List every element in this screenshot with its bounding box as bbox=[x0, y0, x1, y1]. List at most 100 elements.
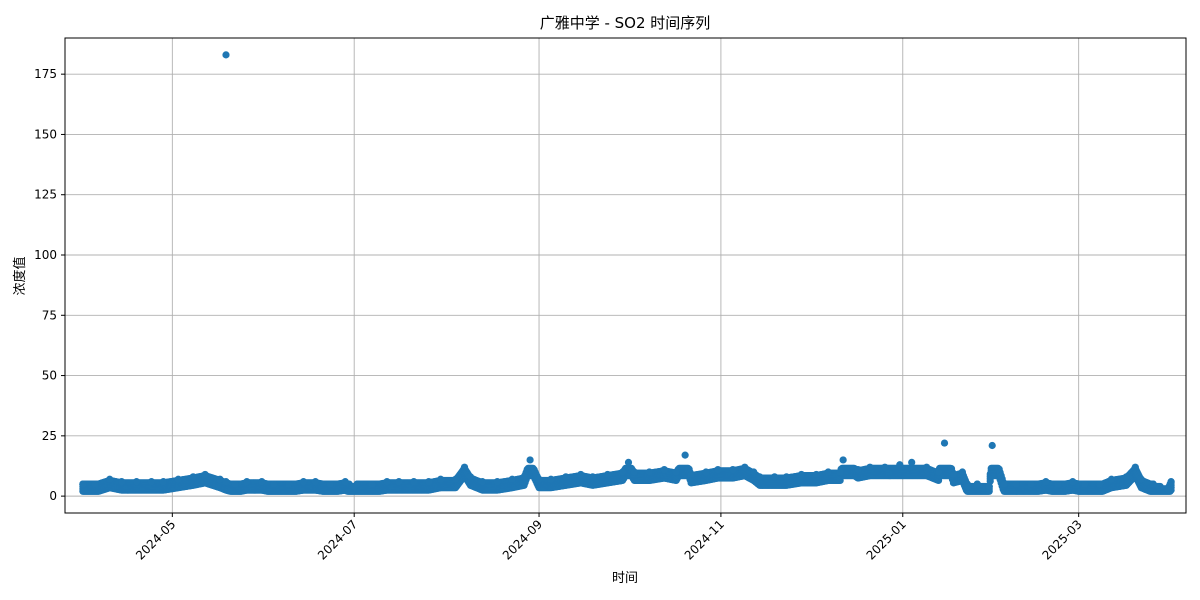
data-point bbox=[750, 468, 758, 476]
data-point bbox=[672, 468, 680, 476]
data-point bbox=[547, 475, 555, 483]
y-tick-label: 75 bbox=[42, 308, 57, 322]
data-point bbox=[1164, 485, 1172, 493]
data-point bbox=[1054, 480, 1062, 488]
data-point bbox=[460, 463, 469, 471]
data-point bbox=[618, 468, 627, 476]
data-point bbox=[270, 480, 278, 488]
data-point bbox=[174, 475, 182, 483]
data-point bbox=[243, 478, 251, 486]
data-point bbox=[577, 470, 585, 479]
data-point bbox=[466, 473, 475, 481]
data-point bbox=[410, 478, 418, 486]
data-point bbox=[1149, 480, 1157, 488]
x-tick-label: 2025-01 bbox=[864, 517, 909, 562]
data-point bbox=[702, 468, 710, 476]
data-point bbox=[1131, 463, 1139, 471]
data-point bbox=[326, 480, 334, 488]
y-tick-label: 0 bbox=[49, 489, 57, 503]
data-point bbox=[756, 473, 764, 481]
x-tick-label: 2025-03 bbox=[1039, 517, 1084, 562]
y-axis-label: 浓度值 bbox=[12, 256, 28, 295]
data-point bbox=[782, 473, 791, 481]
data-point bbox=[896, 461, 904, 469]
data-point bbox=[988, 441, 996, 450]
data-point bbox=[824, 468, 832, 476]
data-point bbox=[159, 478, 167, 486]
data-point bbox=[368, 480, 376, 488]
y-tick-label: 150 bbox=[34, 127, 57, 141]
y-tick-label: 125 bbox=[34, 188, 57, 202]
data-point bbox=[770, 473, 779, 481]
data-point bbox=[1042, 478, 1050, 486]
x-tick-label: 2024-07 bbox=[315, 517, 360, 562]
data-point bbox=[741, 463, 749, 471]
plot-frame bbox=[64, 37, 1187, 514]
data-point bbox=[258, 478, 266, 486]
data-point bbox=[341, 478, 349, 486]
data-point bbox=[589, 473, 597, 481]
data-point bbox=[478, 478, 486, 486]
y-tick-label: 100 bbox=[34, 248, 57, 262]
data-point bbox=[923, 463, 931, 471]
data-point bbox=[681, 451, 689, 459]
data-point bbox=[839, 456, 847, 464]
data-point bbox=[451, 475, 460, 483]
y-tick-label: 25 bbox=[42, 429, 57, 443]
data-point bbox=[201, 470, 209, 479]
data-point bbox=[147, 478, 156, 486]
x-tick-label: 2024-11 bbox=[682, 517, 727, 562]
data-point bbox=[132, 478, 141, 486]
data-point bbox=[1069, 478, 1077, 486]
data-point bbox=[985, 482, 993, 491]
data-point bbox=[630, 468, 639, 476]
y-tick-label: 50 bbox=[42, 369, 57, 383]
data-point bbox=[1095, 480, 1104, 488]
data-point bbox=[106, 475, 114, 483]
data-point bbox=[535, 475, 543, 483]
data-point bbox=[660, 465, 668, 474]
data-point bbox=[1000, 480, 1008, 488]
points-layer bbox=[79, 51, 1175, 495]
data-point bbox=[854, 465, 862, 474]
x-tick-label: 2024-09 bbox=[500, 517, 545, 562]
chart-title: 广雅中学 - SO2 时间序列 bbox=[540, 14, 711, 32]
data-point bbox=[604, 470, 612, 479]
grid-layer bbox=[65, 38, 1186, 513]
data-point bbox=[1107, 475, 1116, 483]
data-point bbox=[908, 458, 916, 466]
data-point bbox=[797, 470, 806, 479]
data-point bbox=[934, 468, 943, 476]
data-point bbox=[973, 480, 981, 488]
data-point bbox=[91, 480, 99, 488]
x-axis-label: 时间 bbox=[612, 571, 638, 586]
data-point bbox=[299, 478, 308, 486]
data-point bbox=[231, 480, 239, 488]
data-point bbox=[222, 478, 230, 486]
data-point bbox=[508, 475, 516, 483]
data-point bbox=[949, 470, 958, 479]
data-point bbox=[687, 470, 695, 479]
data-point bbox=[1027, 480, 1035, 488]
data-point bbox=[714, 465, 722, 474]
data-point bbox=[958, 468, 966, 476]
data-point bbox=[812, 470, 820, 479]
data-point bbox=[1012, 480, 1020, 488]
data-point bbox=[222, 51, 230, 59]
data-point bbox=[1167, 478, 1175, 486]
data-point bbox=[189, 473, 197, 481]
data-point bbox=[836, 468, 844, 476]
data-point bbox=[285, 480, 293, 488]
data-point bbox=[79, 480, 87, 488]
data-point bbox=[520, 473, 528, 481]
data-point bbox=[437, 475, 445, 483]
y-tick-label: 175 bbox=[34, 67, 57, 81]
data-point bbox=[881, 463, 889, 471]
data-point bbox=[425, 478, 433, 486]
data-point bbox=[118, 478, 126, 486]
data-point bbox=[645, 468, 653, 476]
x-tick-label: 2024-05 bbox=[133, 517, 178, 562]
data-point bbox=[383, 478, 391, 486]
